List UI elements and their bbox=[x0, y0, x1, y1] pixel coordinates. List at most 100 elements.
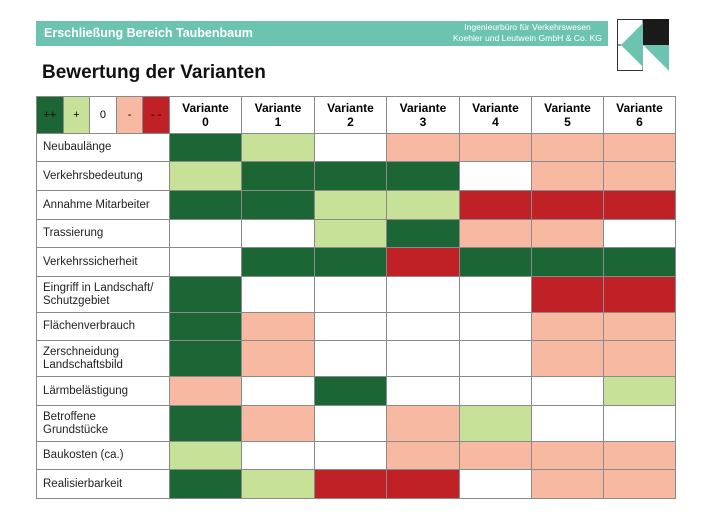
rating-cell bbox=[241, 405, 315, 442]
rating-cell bbox=[314, 405, 387, 442]
rating-cell bbox=[603, 376, 676, 406]
variant-number: 0 bbox=[202, 115, 209, 129]
criterion-line-1: Realisierbarkeit bbox=[43, 477, 123, 490]
rating-cell bbox=[459, 340, 532, 377]
header-title: Erschließung Bereich Taubenbaum bbox=[44, 26, 253, 40]
rating-cell bbox=[531, 161, 604, 191]
rating-cell bbox=[531, 190, 604, 220]
variant-number: 3 bbox=[419, 115, 427, 129]
variant-label: Variante bbox=[182, 101, 229, 115]
rating-cell bbox=[459, 276, 532, 313]
rating-cell bbox=[603, 441, 676, 470]
rating-cell bbox=[169, 219, 242, 248]
rating-cell bbox=[603, 219, 676, 248]
rating-cell bbox=[459, 161, 532, 191]
variant-label: Variante bbox=[399, 101, 447, 115]
variant-label: Variante bbox=[616, 101, 663, 115]
header-bar: Erschließung Bereich Taubenbaum Ingenieu… bbox=[36, 21, 608, 46]
rating-cell bbox=[531, 133, 604, 162]
rating-cell bbox=[314, 190, 387, 220]
rating-cell bbox=[314, 247, 387, 277]
evaluation-table: ++ +0- - - Variante 0 Variante 1 Variante 2 Vari… bbox=[36, 96, 676, 499]
rating-cell bbox=[314, 340, 387, 377]
variant-label: Variante bbox=[254, 101, 302, 115]
rating-cell bbox=[603, 133, 676, 162]
rating-cell bbox=[386, 161, 460, 191]
criterion-line-1: Zerschneidung bbox=[43, 345, 120, 358]
rating-cell bbox=[169, 312, 242, 341]
rating-cell bbox=[169, 161, 242, 191]
legend-plus-plus: ++ bbox=[37, 97, 64, 133]
rating-cell bbox=[459, 441, 532, 470]
criterion-label: Verkehrssicherheit bbox=[36, 247, 170, 277]
variant-number: 4 bbox=[492, 115, 499, 129]
company-line-1: Ingenieurbüro für Verkehrswesen bbox=[464, 22, 591, 32]
legend-plus: + bbox=[63, 97, 91, 133]
criterion-line-1: Neubaulänge bbox=[43, 141, 112, 153]
criterion-line-1: Baukosten (ca.) bbox=[43, 449, 124, 461]
criterion-label: Eingriff in Landschaft/Schutzgebiet bbox=[36, 276, 170, 313]
rating-cell bbox=[459, 219, 532, 248]
table-row: Verkehrsbedeutung bbox=[36, 161, 676, 191]
rating-cell bbox=[603, 276, 676, 313]
criterion-line-1: Betroffene bbox=[43, 410, 96, 423]
rating-cell bbox=[386, 190, 460, 220]
rating-cell bbox=[531, 469, 604, 499]
table-row: Verkehrssicherheit bbox=[36, 247, 676, 277]
rating-cell bbox=[169, 469, 242, 499]
criterion-label: Lärmbelästigung bbox=[36, 376, 170, 406]
table-row: Realisierbarkeit bbox=[36, 469, 676, 499]
rating-cell bbox=[603, 247, 676, 277]
rating-cell bbox=[314, 312, 387, 341]
criterion-label: Realisierbarkeit bbox=[36, 469, 170, 499]
rating-cell bbox=[241, 276, 315, 313]
variant-header-2: Variante 2 bbox=[314, 96, 387, 134]
rating-cell bbox=[459, 247, 532, 277]
variant-header-3: Variante 3 bbox=[386, 96, 460, 134]
criterion-line-1: Eingriff in Landschaft/ bbox=[43, 281, 154, 294]
rating-cell bbox=[169, 405, 242, 442]
rating-cell bbox=[169, 247, 242, 277]
legend-zero: 0 bbox=[90, 97, 117, 133]
variant-header-1: Variante 1 bbox=[241, 96, 315, 134]
rating-cell bbox=[314, 469, 387, 499]
rating-cell bbox=[169, 340, 242, 377]
rating-cell bbox=[531, 219, 604, 248]
table-row: Annahme Mitarbeiter bbox=[36, 190, 676, 220]
rating-legend: ++ +0- - - bbox=[36, 96, 170, 134]
rating-cell bbox=[314, 219, 387, 248]
criterion-label: Zerschneidung Landschaftsbild bbox=[36, 340, 170, 377]
rating-cell bbox=[314, 276, 387, 313]
rating-cell bbox=[459, 469, 532, 499]
rating-cell bbox=[169, 376, 242, 406]
rating-cell bbox=[386, 376, 460, 406]
legend-minus: - bbox=[116, 97, 144, 133]
company-name: Ingenieurbüro für Verkehrswesen Koehler … bbox=[453, 22, 602, 44]
rating-cell bbox=[603, 190, 676, 220]
variant-number: 1 bbox=[274, 115, 282, 129]
variant-header-6: Variante 6 bbox=[603, 96, 676, 134]
table-row: Trassierung bbox=[36, 219, 676, 248]
rating-cell bbox=[459, 405, 532, 442]
rating-cell bbox=[531, 312, 604, 341]
page-title: Bewertung der Varianten bbox=[42, 62, 266, 83]
rating-cell bbox=[603, 340, 676, 377]
company-line-2: Koehler und Leutwein GmbH & Co. KG bbox=[452, 33, 602, 43]
rating-cell bbox=[603, 469, 676, 499]
table-row: Neubaulänge bbox=[36, 133, 676, 162]
rating-cell bbox=[603, 312, 676, 341]
rating-cell bbox=[459, 190, 532, 220]
rating-cell bbox=[603, 161, 676, 191]
rating-cell bbox=[169, 133, 242, 162]
legend-minus-minus: - - bbox=[143, 97, 169, 133]
criterion-label: Betroffene Grundstücke bbox=[36, 405, 170, 442]
criterion-line-2: Grundstücke bbox=[43, 423, 109, 436]
rating-cell bbox=[531, 405, 604, 442]
variant-number: 2 bbox=[347, 115, 354, 129]
table-row: Baukosten (ca.) bbox=[36, 441, 676, 470]
table-row: Eingriff in Landschaft/Schutzgebiet bbox=[36, 276, 676, 313]
rating-cell bbox=[241, 469, 315, 499]
variant-number: 6 bbox=[636, 115, 643, 129]
criterion-line-1: Lärmbelästigung bbox=[43, 384, 129, 397]
variant-header-4: Variante 4 bbox=[459, 96, 532, 134]
